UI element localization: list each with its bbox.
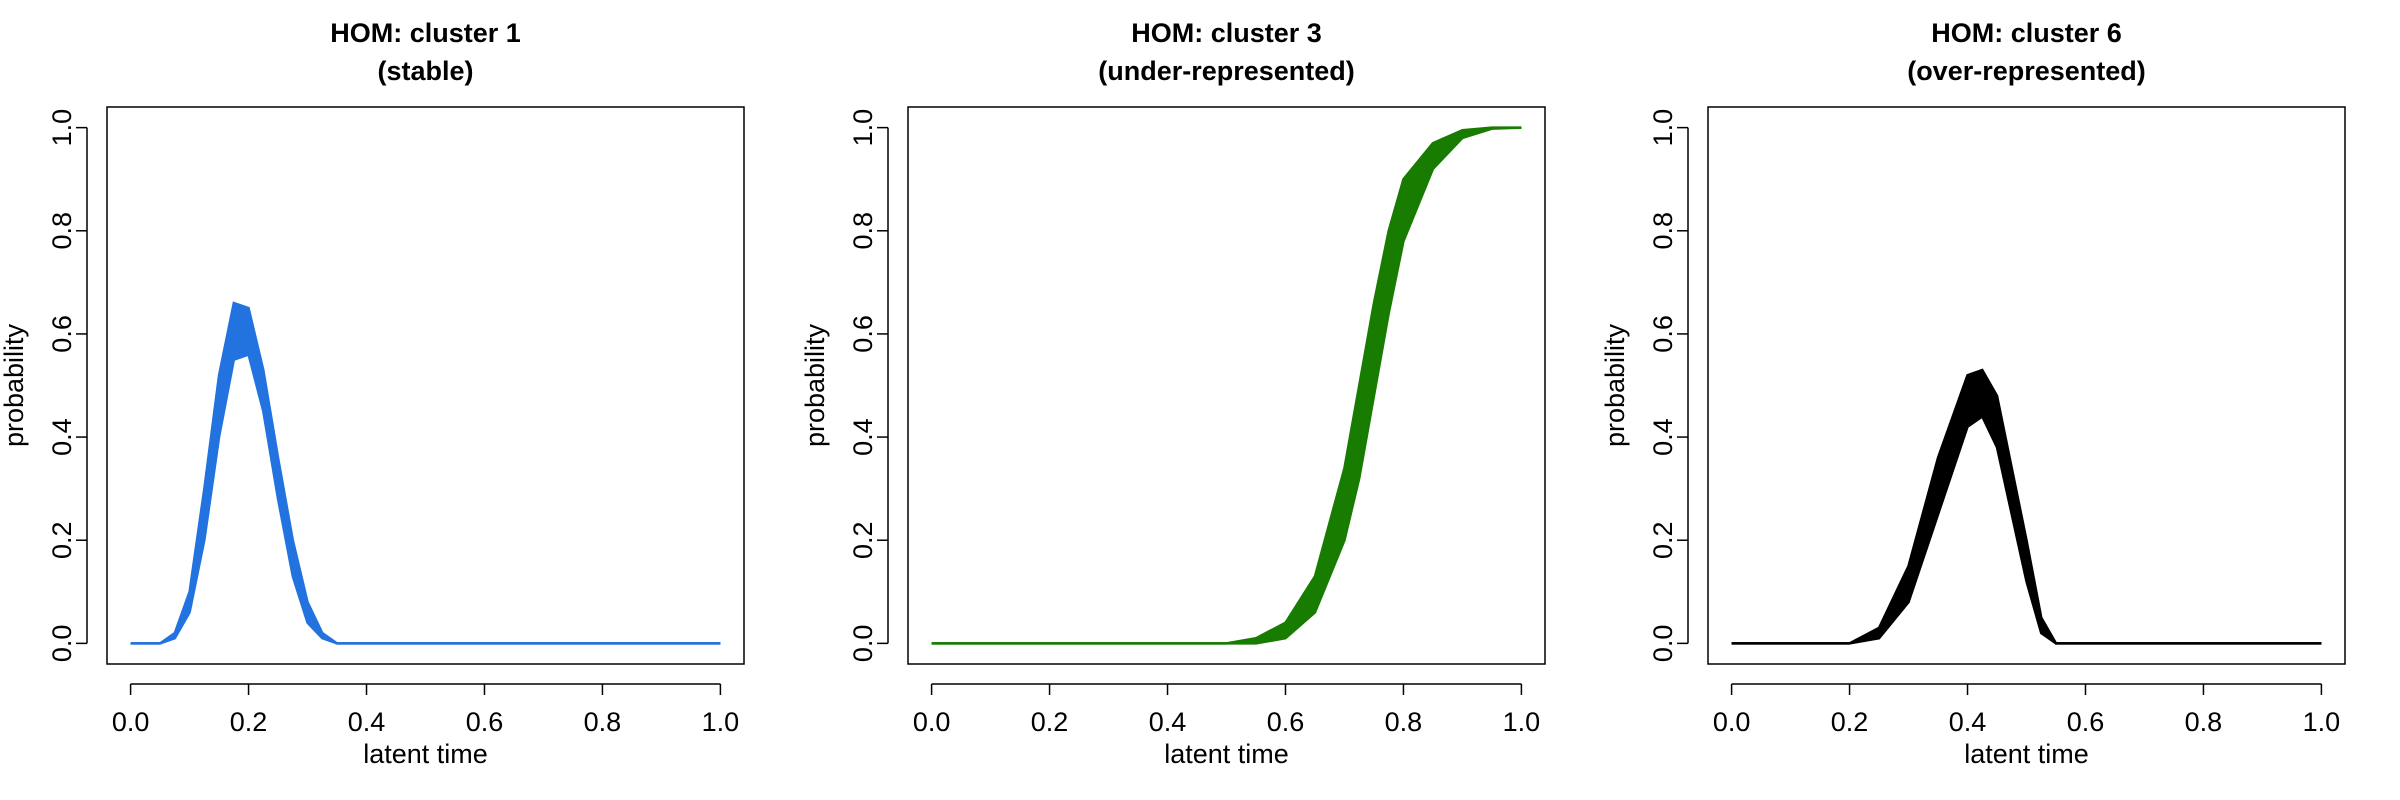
x-tick-label: 0.2 xyxy=(1831,707,1869,737)
x-tick-label: 0.6 xyxy=(1267,707,1305,737)
x-axis-label: latent time xyxy=(1164,739,1289,769)
y-tick-label: 0.4 xyxy=(47,418,77,456)
chart-title: HOM: cluster 3 xyxy=(1131,18,1322,48)
y-tick-label: 0.0 xyxy=(1648,625,1678,663)
chart-subtitle: (over-represented) xyxy=(1907,56,2146,86)
curve xyxy=(130,301,721,645)
y-tick-label: 1.0 xyxy=(1648,109,1678,147)
x-tick-label: 0.0 xyxy=(1713,707,1751,737)
x-tick-label: 0.4 xyxy=(1149,707,1187,737)
y-tick-label: 0.8 xyxy=(1648,212,1678,250)
chart-title: HOM: cluster 6 xyxy=(1931,18,2122,48)
curve xyxy=(931,126,1522,645)
band-fill xyxy=(1731,370,2322,644)
y-tick-label: 0.0 xyxy=(848,625,878,663)
x-tick-label: 0.8 xyxy=(2185,707,2223,737)
x-tick-label: 1.0 xyxy=(702,707,740,737)
x-tick-label: 0.8 xyxy=(584,707,622,737)
plot-frame xyxy=(1707,106,2346,665)
y-tick-label: 0.6 xyxy=(47,315,77,353)
curve xyxy=(931,126,1522,645)
plot-frame xyxy=(106,106,745,665)
x-tick-label: 0.0 xyxy=(913,707,951,737)
y-tick-label: 0.2 xyxy=(848,521,878,559)
y-tick-label: 0.4 xyxy=(848,418,878,456)
curve xyxy=(1731,368,2322,645)
x-tick-label: 0.4 xyxy=(1949,707,1987,737)
chart-subtitle: (stable) xyxy=(377,56,473,86)
y-axis-label: probability xyxy=(800,323,830,447)
x-tick-label: 0.6 xyxy=(466,707,504,737)
y-tick-label: 0.8 xyxy=(47,212,77,250)
y-axis-label: probability xyxy=(0,323,29,447)
y-tick-label: 1.0 xyxy=(848,109,878,147)
y-tick-label: 0.2 xyxy=(47,521,77,559)
x-tick-label: 0.2 xyxy=(1031,707,1069,737)
y-tick-label: 0.8 xyxy=(848,212,878,250)
chart-title: HOM: cluster 1 xyxy=(330,18,521,48)
x-axis-label: latent time xyxy=(363,739,488,769)
panel: HOM: cluster 6 (over-represented) 0.0 0.2 0.… xyxy=(1600,18,2346,769)
y-axis-label: probability xyxy=(1600,323,1630,447)
band-fill xyxy=(130,302,721,644)
chart-subtitle: (under-represented) xyxy=(1098,56,1355,86)
x-tick-label: 0.4 xyxy=(348,707,386,737)
y-tick-label: 0.6 xyxy=(848,315,878,353)
x-tick-label: 0.8 xyxy=(1385,707,1423,737)
curve xyxy=(1731,414,2322,645)
y-tick-label: 0.4 xyxy=(1648,418,1678,456)
panel: HOM: cluster 1 (stable) 0.0 0.2 0.4 0.6 0.8 1.0… xyxy=(0,18,745,769)
x-axis-label: latent time xyxy=(1964,739,2089,769)
y-tick-label: 0.6 xyxy=(1648,315,1678,353)
x-tick-label: 0.6 xyxy=(2067,707,2105,737)
x-tick-label: 1.0 xyxy=(1503,707,1541,737)
plot-frame xyxy=(907,106,1546,665)
x-tick-label: 1.0 xyxy=(2303,707,2341,737)
x-tick-label: 0.0 xyxy=(112,707,150,737)
panel: HOM: cluster 3 (under-represented) 0.0 0.2 0… xyxy=(800,18,1546,769)
band-fill xyxy=(931,127,1522,644)
x-tick-label: 0.2 xyxy=(230,707,268,737)
y-tick-label: 0.2 xyxy=(1648,521,1678,559)
y-tick-label: 0.0 xyxy=(47,625,77,663)
curve xyxy=(130,352,721,645)
y-tick-label: 1.0 xyxy=(47,109,77,147)
